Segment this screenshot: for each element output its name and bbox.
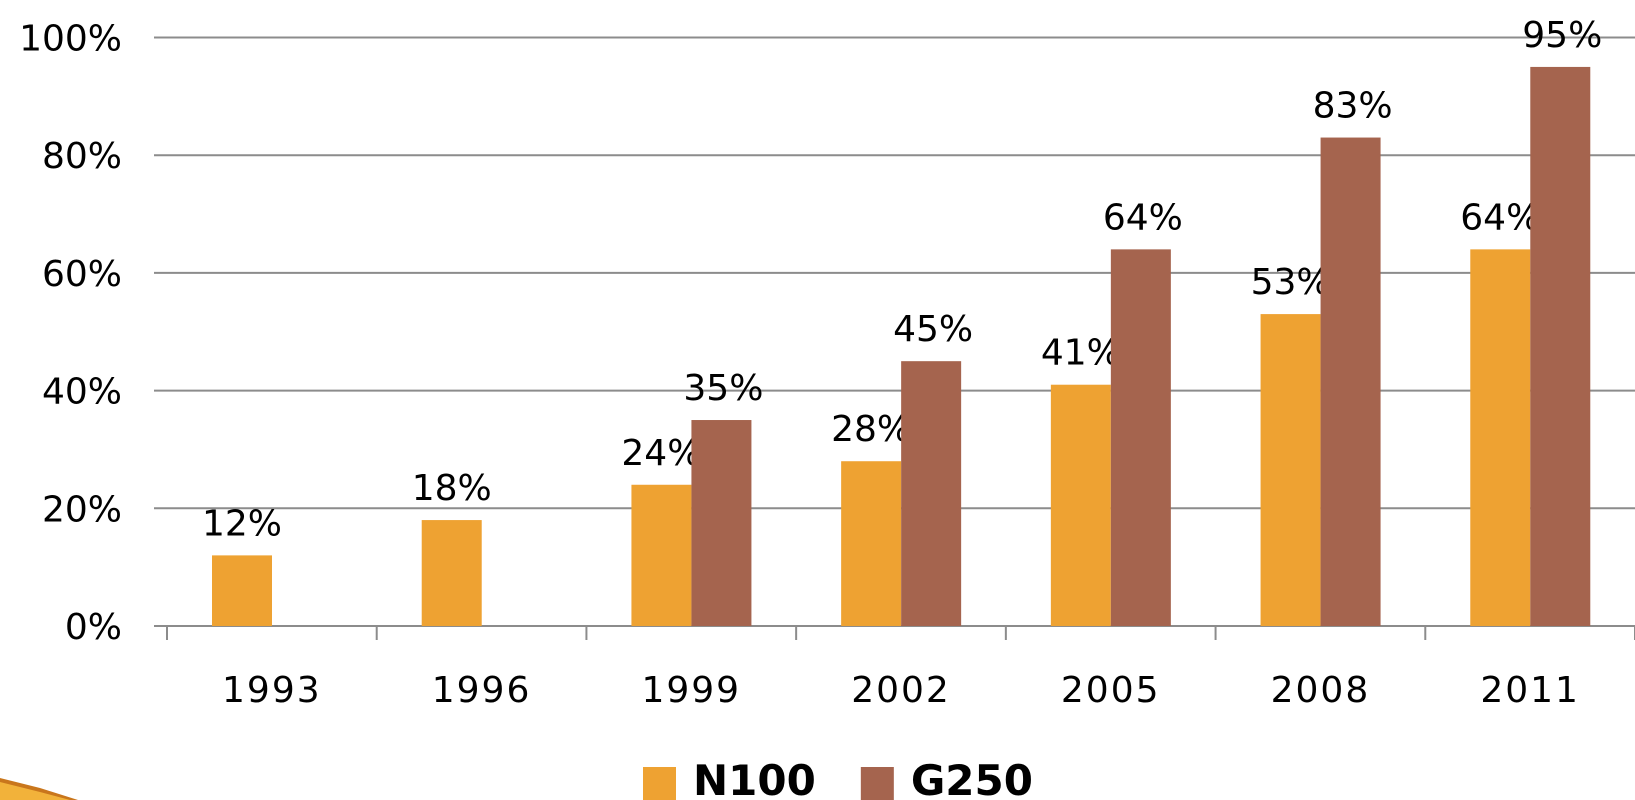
y-tick-label: 60% bbox=[42, 254, 122, 295]
value-label: 64% bbox=[1460, 197, 1540, 238]
bar bbox=[841, 461, 901, 626]
bar bbox=[212, 555, 272, 626]
y-tick-label: 80% bbox=[42, 136, 122, 177]
y-tick-label: 0% bbox=[65, 607, 122, 648]
y-tick-label: 20% bbox=[42, 489, 122, 530]
value-label: 64% bbox=[1103, 197, 1183, 238]
bar bbox=[901, 361, 961, 626]
bar bbox=[1321, 138, 1381, 626]
chart: 0% 20% 40% 60% 80% 100% 1993 12% 1996 18% 1999 24% 3… bbox=[0, 0, 1635, 800]
bar bbox=[1051, 385, 1111, 626]
y-tick-label: 100% bbox=[19, 19, 122, 60]
bar bbox=[691, 420, 751, 626]
x-tick-label: 2005 bbox=[1061, 670, 1161, 711]
x-tick-label: 1996 bbox=[432, 670, 532, 711]
value-label: 45% bbox=[893, 309, 973, 350]
value-label: 53% bbox=[1251, 262, 1331, 303]
page: {"chart_data": { "type": "bar", "categor… bbox=[0, 0, 1635, 800]
legend-label: N100 bbox=[693, 756, 816, 800]
value-label: 83% bbox=[1313, 86, 1393, 127]
bar bbox=[631, 485, 691, 626]
legend-swatch bbox=[643, 767, 676, 800]
x-tick-label: 1993 bbox=[222, 670, 322, 711]
value-label: 18% bbox=[412, 468, 492, 509]
bar bbox=[1470, 249, 1530, 626]
x-tick-label: 2008 bbox=[1271, 670, 1371, 711]
value-label: 24% bbox=[621, 433, 701, 474]
value-label: 35% bbox=[683, 368, 763, 409]
x-tick-label: 1999 bbox=[641, 670, 741, 711]
decoration bbox=[0, 782, 70, 800]
value-label: 41% bbox=[1041, 333, 1121, 374]
bar bbox=[1111, 249, 1171, 626]
x-tick-label: 2011 bbox=[1480, 670, 1580, 711]
legend-swatch bbox=[861, 767, 894, 800]
x-tick-label: 2002 bbox=[851, 670, 951, 711]
legend-label: G250 bbox=[911, 756, 1033, 800]
value-label: 95% bbox=[1522, 15, 1602, 56]
bar bbox=[1530, 67, 1590, 626]
bar bbox=[1261, 314, 1321, 626]
y-tick-label: 40% bbox=[42, 372, 122, 413]
value-label: 28% bbox=[831, 409, 911, 450]
value-label: 12% bbox=[202, 503, 282, 544]
bar bbox=[422, 520, 482, 626]
